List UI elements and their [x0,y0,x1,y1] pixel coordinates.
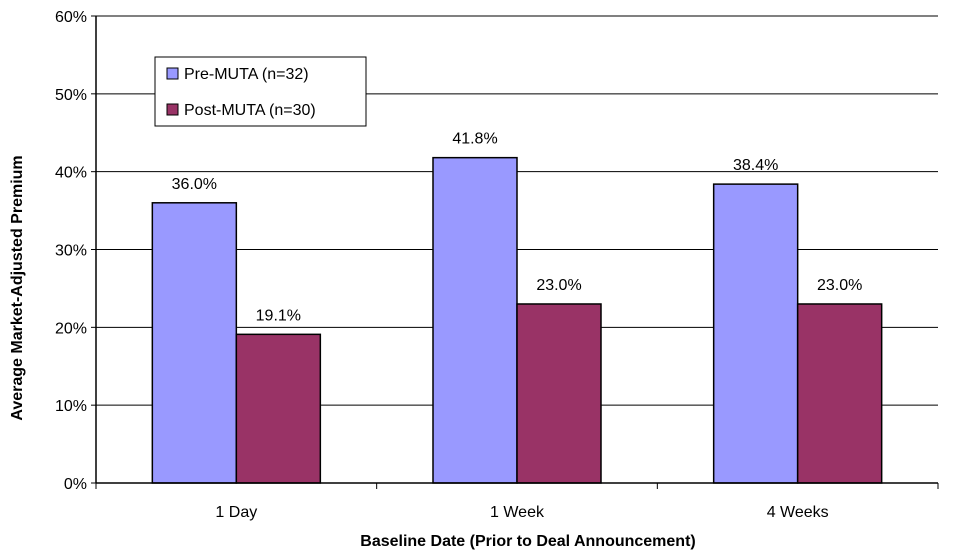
bar-pre-muta [712,183,799,484]
y-tick-label: 60% [55,9,87,26]
x-category-label: 4 Weeks [767,504,829,521]
legend-swatch-pre-muta [166,67,179,80]
data-label: 23.0% [817,277,862,294]
data-label: 41.8% [452,131,497,148]
y-tick-label: 10% [55,398,87,415]
labels: 0% 10% 20% 30% 40% 50% 60% 36.0% 19.1% 1 Day 41.8%… [55,9,862,521]
legend-swatch-post-muta [166,103,179,116]
x-category-label: 1 Week [490,504,545,521]
bar-pre-muta [432,156,518,484]
legend: Pre-MUTA (n=32) Post-MUTA (n=30) [154,56,367,127]
data-label: 36.0% [172,176,217,193]
bars [151,156,883,484]
axes [91,15,939,489]
data-label: 23.0% [536,277,581,294]
bar-post-muta [796,303,883,484]
y-tick-label: 50% [55,87,87,104]
data-label: 38.4% [733,157,778,174]
y-tick-label: 20% [55,320,87,337]
y-tick-label: 30% [55,243,87,260]
bar-pre-muta [151,202,238,484]
x-axis-title: Baseline Date (Prior to Deal Announcemen… [360,533,695,550]
bar-post-muta [235,333,322,484]
x-category-label: 1 Day [215,504,257,521]
data-label: 19.1% [256,307,301,324]
legend-box [154,56,367,127]
legend-label-post-muta: Post-MUTA (n=30) [184,102,316,119]
y-tick-label: 40% [55,165,87,182]
y-tick-label: 0% [64,476,87,493]
y-axis-title: Average Market-Adjusted Premium [9,155,26,420]
legend-label-pre-muta: Pre-MUTA (n=32) [184,66,309,83]
bar-post-muta [516,303,602,484]
